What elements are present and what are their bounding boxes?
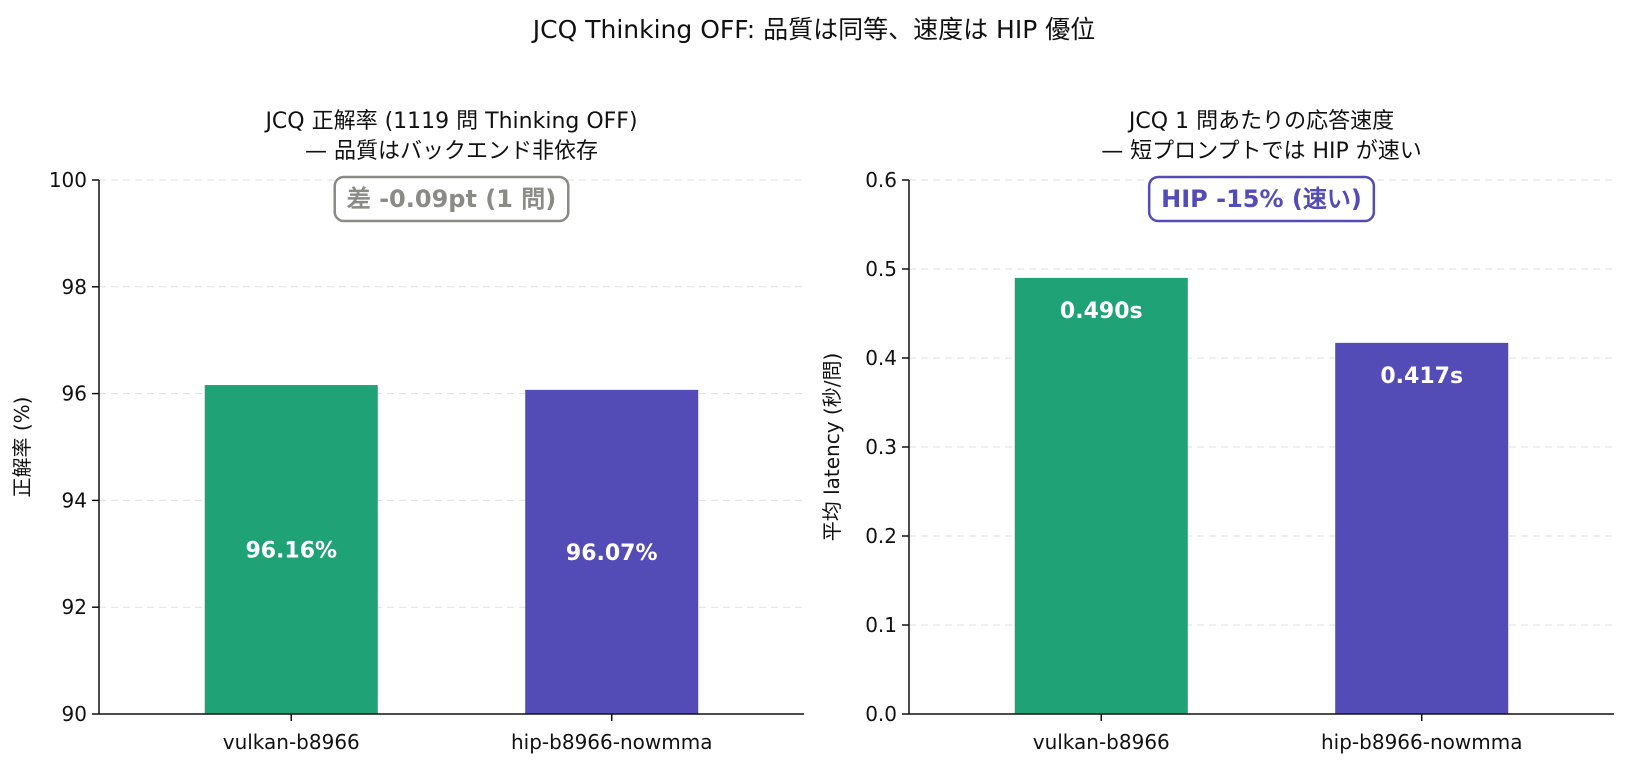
bar-vulkan-b8966 (204, 385, 378, 714)
y-axis-label: 正解率 (%) (10, 397, 34, 498)
bar-value-label: 96.16% (245, 539, 337, 564)
annotation-text: HIP -15% (速い) (1161, 185, 1362, 213)
panel-title-line: — 品質はバックエンド非依存 (305, 139, 598, 164)
panel-title-line: JCQ 1 問あたりの応答速度 (1127, 109, 1394, 134)
x-tick-label: vulkan-b8966 (223, 730, 360, 754)
x-tick-label: vulkan-b8966 (1033, 730, 1170, 754)
y-axis-label: 平均 latency (秒/問) (820, 353, 844, 542)
bar-value-label: 0.490s (1060, 299, 1143, 324)
panel-title-line: JCQ 正解率 (1119 問 Thinking OFF) (263, 109, 637, 134)
x-tick-label: hip-b8966-nowmma (511, 730, 712, 754)
y-tick-label: 0.0 (865, 702, 897, 726)
x-tick-label: hip-b8966-nowmma (1321, 730, 1522, 754)
bar-value-label: 0.417s (1380, 364, 1463, 389)
y-tick-label: 0.6 (865, 168, 897, 192)
y-tick-label: 90 (62, 702, 87, 726)
annotation-box (1147, 175, 1376, 223)
y-tick-label: 96 (62, 382, 87, 406)
y-tick-label: 98 (62, 275, 87, 299)
bar-hip-b8966-nowmma (1335, 342, 1509, 714)
figure-title: JCQ Thinking OFF: 品質は同等、速度は HIP 優位 (532, 15, 1096, 44)
y-tick-label: 0.5 (865, 257, 897, 281)
y-tick-label: 0.3 (865, 435, 897, 459)
y-tick-label: 92 (62, 595, 87, 619)
panel-title-line: — 短プロンプトでは HIP が速い (1101, 139, 1422, 164)
y-tick-label: 0.1 (865, 613, 897, 637)
y-tick-label: 0.2 (865, 524, 897, 548)
annotation-text: 差 -0.09pt (1 問) (347, 185, 557, 213)
y-tick-label: 100 (49, 168, 87, 192)
annotation-box (333, 175, 570, 223)
y-tick-label: 0.4 (865, 346, 897, 370)
bar-value-label: 96.07% (566, 541, 658, 566)
bar-vulkan-b8966 (1014, 277, 1188, 714)
bar-hip-b8966-nowmma (525, 389, 699, 714)
y-tick-label: 94 (62, 488, 87, 512)
